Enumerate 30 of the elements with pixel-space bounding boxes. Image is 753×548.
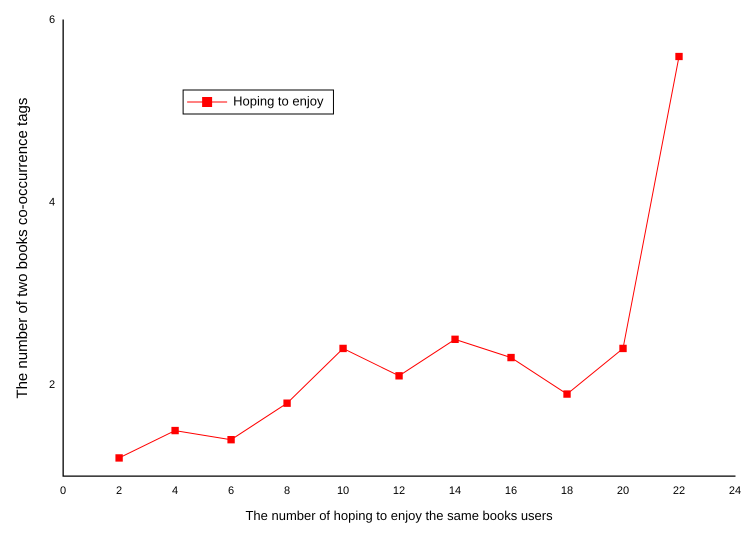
y-tick-label: 2 — [48, 378, 56, 391]
point — [507, 354, 515, 362]
x-tick-label: 14 — [448, 484, 462, 497]
point — [451, 336, 459, 344]
point — [171, 426, 179, 434]
x-tick-label: 2 — [116, 484, 122, 497]
x-tick-label: 12 — [392, 484, 406, 497]
y-tick-label: 6 — [48, 14, 56, 26]
x-axis-title: The number of hoping to enjoy the same books users — [245, 508, 554, 523]
x-tick-label: 8 — [284, 484, 290, 497]
point — [283, 400, 291, 407]
point — [339, 344, 347, 352]
point — [619, 344, 627, 352]
legend-label: Hoping to enjoy — [233, 94, 324, 109]
x-tick-label: 18 — [560, 484, 574, 497]
y-axis-title: The number of two books co-occurrence tags — [14, 98, 32, 399]
x-tick-label: 20 — [616, 484, 630, 497]
x-tick-label: 22 — [672, 484, 686, 497]
x-tick-label: 10 — [336, 484, 350, 497]
point — [227, 436, 235, 444]
point — [395, 372, 403, 380]
x-tick-label: 24 — [728, 484, 742, 497]
point — [115, 454, 123, 462]
x-tick-label: 4 — [172, 484, 178, 497]
x-tick-label: 6 — [228, 484, 234, 497]
y-tick-label: 4 — [48, 196, 56, 209]
point — [563, 390, 571, 398]
x-tick-label: 0 — [60, 484, 66, 497]
x-tick-label: 16 — [504, 484, 518, 497]
point — [675, 52, 683, 60]
